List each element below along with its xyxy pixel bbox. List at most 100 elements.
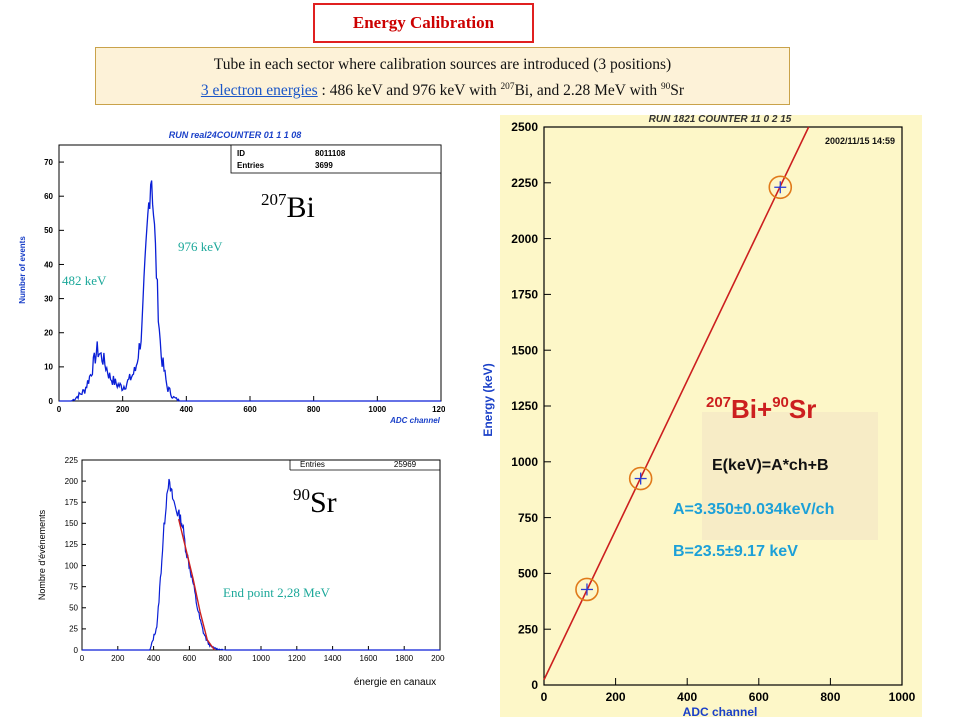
electron-energies-link[interactable]: 3 electron energies [200,82,318,100]
x-tick-label: 200 [111,654,125,663]
y-tick-label: 2500 [511,120,538,134]
bi207-histogram-chart: RUN real24COUNTER 01 1 1 08 ID 8011108 E… [18,130,445,425]
x-tick-label: 1200 [432,405,445,414]
x-tick-label: 200 [116,405,130,414]
y-tick-label: 150 [65,519,79,528]
calibration-chart: RUN 1821 COUNTER 11 0 2 15 2002/11/15 14… [481,114,922,719]
x-tick-label: 0 [80,654,85,663]
description-box: Tube in each sector where calibration so… [95,47,790,105]
cal-formula: E(keV)=A*ch+B [712,457,829,474]
y-tick-label: 1250 [511,399,538,413]
sr90-histogram-chart: Entries 25969 Nombre d'événements énergi… [37,456,445,688]
x-tick-label: 1000 [252,654,270,663]
sr-entries-value: 25969 [394,460,417,469]
description-line-2: 3 electron energies : 486 keV and 976 ke… [200,82,685,100]
x-tick-label: 400 [677,690,697,704]
y-tick-label: 1500 [511,343,538,357]
y-tick-label: 25 [69,625,78,634]
cal-fit-line [543,126,810,681]
cal-axis-ticks: 0 200 400 600 800 1000 0 250 500 750 1000 1250 1500 1… [511,120,915,704]
y-tick-label: 30 [44,294,53,303]
bi-x-axis-label: ADC channel [389,416,441,425]
bi-stats-box [230,144,442,174]
y-tick-label: 500 [518,567,538,581]
bi-y-axis-label: Number of events [18,236,27,304]
cal-point-circle [768,175,793,200]
y-tick-label: 100 [65,561,79,570]
bi-stats-entries-label: Entries [237,161,265,170]
cal-points [575,175,793,602]
cal-run-title: RUN 1821 COUNTER 11 0 2 15 [649,114,792,125]
y-tick-label: 10 [44,363,53,372]
y-tick-label: 175 [65,498,79,507]
cal-y-axis-label: Energy (keV) [481,363,495,436]
x-tick-label: 600 [183,654,197,663]
x-tick-label: 0 [57,405,62,414]
bi-peak1-label: 482 keV [62,273,107,288]
slide-title-box: Energy Calibration [313,3,534,43]
x-tick-label: 800 [219,654,233,663]
bi-isotope-label: 207Bi [261,190,315,224]
bi-axis-ticks: 0 200 400 600 800 1000 1200 0 10 20 30 40 50 60 70 [44,158,445,414]
y-tick-label: 750 [518,511,538,525]
description-line-1: Tube in each sector where calibration so… [213,56,672,73]
y-tick-label: 2000 [511,232,538,246]
x-tick-label: 1200 [288,654,306,663]
sr-endpoint-label: End point 2,28 MeV [223,585,330,600]
y-tick-label: 50 [69,604,78,613]
y-tick-label: 2250 [511,176,538,190]
bi-stats-id-value: 8011108 [315,149,346,158]
cal-x-axis-label: ADC channel [683,705,758,719]
bi-peak2-label: 976 keV [178,239,223,254]
sr-y-axis-label: Nombre d'événements [37,509,47,600]
cal-point-circle [628,466,653,491]
x-tick-label: 600 [243,405,257,414]
sr-plot-frame [81,459,441,651]
sr-entries-label: Entries [300,460,325,469]
cal-point-circle [575,577,599,602]
y-tick-label: 125 [65,540,79,549]
x-tick-label: 600 [749,690,769,704]
x-tick-label: 2000 [431,654,445,663]
x-tick-label: 400 [180,405,194,414]
y-tick-label: 0 [74,646,79,655]
x-tick-label: 1000 [889,690,916,704]
y-tick-label: 50 [44,226,53,235]
y-tick-label: 20 [44,329,53,338]
y-tick-label: 60 [44,192,53,201]
sr-fit-curve [177,518,216,651]
sr-axis-ticks: 0 200 400 600 800 1000 1200 1400 1600 1800 2000 0 25… [65,456,445,663]
y-tick-label: 40 [44,260,53,269]
bi-run-title: RUN real24COUNTER 01 1 1 08 [169,130,302,140]
y-tick-label: 250 [518,622,538,636]
x-tick-label: 200 [606,690,626,704]
x-tick-label: 1600 [360,654,378,663]
x-tick-label: 800 [820,690,840,704]
y-tick-label: 225 [65,456,79,465]
x-tick-label: 400 [147,654,161,663]
cal-result-box [702,412,878,540]
bi-stats-entries-value: 3699 [315,161,333,170]
cal-B-value: B=23.5±9.17 keV [673,543,798,560]
bi-stats-id-label: ID [237,149,245,158]
x-tick-label: 0 [541,690,548,704]
slide-title: Energy Calibration [352,13,495,32]
x-tick-label: 800 [307,405,321,414]
y-tick-label: 1750 [511,288,538,302]
sr-x-axis-label: énergie en canaux [354,677,436,688]
y-tick-label: 75 [69,582,78,591]
cal-date: 2002/11/15 14:59 [825,136,895,146]
x-tick-label: 1400 [324,654,342,663]
y-tick-label: 1000 [511,455,538,469]
y-tick-label: 200 [65,477,79,486]
sr-histogram-series [82,478,440,651]
bi-histogram-series [59,180,441,402]
y-tick-label: 70 [44,158,53,167]
cal-isotope-label: 207Bi+90Sr [706,394,816,424]
x-tick-label: 1000 [368,405,386,414]
cal-A-value: A=3.350±0.034keV/ch [673,501,834,518]
y-tick-label: 0 [49,397,54,406]
bi-plot-frame [58,144,442,402]
x-tick-label: 1800 [395,654,413,663]
sr-isotope-label: 90Sr [293,485,337,519]
